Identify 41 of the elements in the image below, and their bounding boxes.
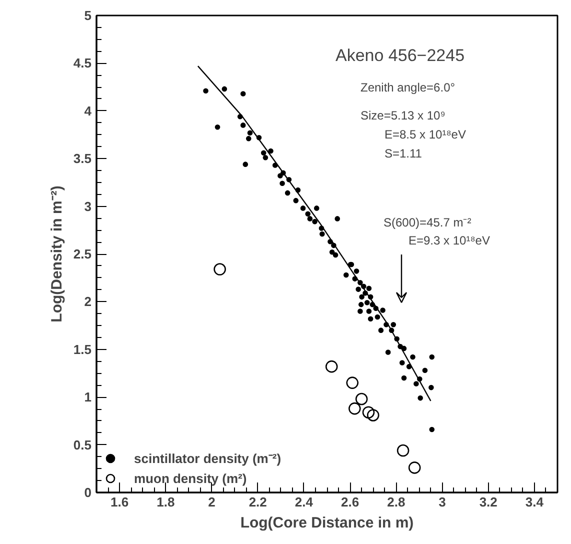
point: [325, 360, 338, 373]
y-axis-title: Log(Density in m⁻²): [48, 186, 66, 322]
annotation: E=8.5 x 10¹⁸eV: [384, 128, 466, 142]
annotation: E=9.3 x 10¹⁸eV: [408, 234, 490, 248]
annotation: Size=5.13 x 10⁹: [360, 108, 446, 122]
annotation: S(600)=45.7 m⁻²: [384, 216, 472, 230]
annotation: Akeno 456−2245: [336, 46, 465, 65]
y-tick-label: 2.5: [73, 246, 92, 262]
x-tick-label: 1.6: [110, 494, 129, 510]
point: [396, 444, 410, 457]
point: [362, 406, 375, 419]
point: [348, 402, 361, 415]
point: [355, 392, 368, 406]
point: [366, 409, 380, 422]
legend-label: muon density (m²): [134, 470, 247, 486]
x-tick-label: 2.6: [341, 494, 360, 510]
x-tick-label: 3.4: [525, 494, 544, 510]
x-tick-label: 2: [208, 494, 216, 510]
x-tick-label: 3: [438, 494, 446, 510]
y-tick-label: 0.5: [73, 437, 92, 452]
y-tick-label: 1.5: [73, 342, 92, 357]
x-tick-label: 2.8: [387, 494, 406, 510]
y-tick-label: 4: [84, 103, 92, 118]
point: [214, 263, 226, 276]
point: [346, 376, 359, 389]
point: [408, 462, 421, 474]
x-tick-label: 1.8: [156, 494, 175, 510]
y-tick-label: 3.5: [73, 151, 92, 166]
y-tick-label: 3: [84, 198, 92, 214]
annotation: S=1.11: [384, 146, 422, 160]
x-tick-label: 2.2: [248, 494, 267, 510]
x-tick-label: 3.2: [479, 494, 498, 510]
x-axis-title: Log(Core Distance in m): [240, 514, 414, 532]
y-tick-label: 5: [84, 8, 92, 23]
legend-label: scintillator density (m⁻²): [134, 450, 282, 467]
y-tick-label: 4.5: [73, 56, 92, 71]
y-tick-label: 1: [84, 390, 92, 405]
annotation: Zenith angle=6.0°: [360, 80, 456, 94]
x-tick-label: 2.4: [294, 494, 314, 510]
y-tick-label: 2: [84, 294, 92, 310]
y-tick-label: 0: [84, 485, 92, 500]
